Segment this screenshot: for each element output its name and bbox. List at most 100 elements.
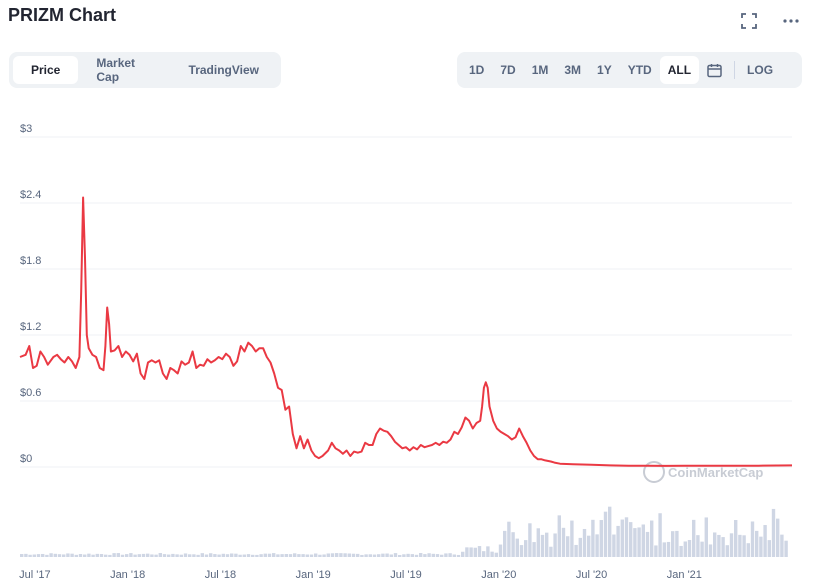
volume-bar xyxy=(582,528,587,557)
x-tick-label: Jul '19 xyxy=(390,569,421,581)
volume-bar xyxy=(246,554,251,557)
volume-bar xyxy=(511,532,515,557)
volume-bar xyxy=(141,553,146,557)
volume-bar xyxy=(721,537,725,557)
volume-bar xyxy=(696,535,700,557)
volume-bar xyxy=(305,554,309,557)
x-axis: Jul '17 Jan '18 Jul '18 Jan '19 Jul '19 Jan '… xyxy=(19,569,702,581)
volume-bar xyxy=(255,554,259,557)
volume-bar xyxy=(120,554,125,557)
volume-bar xyxy=(389,554,393,557)
x-tick-label: Jan '18 xyxy=(110,569,145,581)
expand-icon[interactable] xyxy=(738,10,760,32)
volume-bar xyxy=(276,554,280,557)
volume-bar xyxy=(431,553,435,557)
range-ytd[interactable]: YTD xyxy=(627,63,652,77)
calendar-icon[interactable] xyxy=(699,56,730,84)
x-tick-label: Jan '20 xyxy=(481,569,516,581)
volume-bar xyxy=(536,528,540,557)
volume-bar xyxy=(133,554,137,557)
volume-bar xyxy=(398,554,402,557)
volume-bar xyxy=(591,519,595,557)
page-title: PRIZM Chart xyxy=(8,5,116,25)
volume-bar xyxy=(528,523,532,557)
tab-tradingview[interactable]: TradingView xyxy=(188,63,259,77)
range-all[interactable]: ALL xyxy=(659,56,700,84)
log-toggle-button[interactable]: LOG xyxy=(747,63,774,77)
volume-bar xyxy=(469,547,473,557)
tab-price[interactable]: Price xyxy=(13,56,79,84)
volume-bar xyxy=(234,553,238,557)
volume-bar xyxy=(532,542,536,557)
volume-bar xyxy=(645,531,650,557)
volume-bar xyxy=(578,537,582,557)
volume-bar xyxy=(599,520,603,557)
volume-bar xyxy=(104,554,108,557)
volume-bar xyxy=(566,536,570,557)
volume-bar xyxy=(608,506,612,557)
volume-bar xyxy=(393,553,398,557)
volume-bar xyxy=(154,554,158,557)
watermark-text: CoinMarketCap xyxy=(668,465,763,480)
volume-bar xyxy=(780,534,784,557)
volume-bar xyxy=(293,553,297,557)
volume-bar xyxy=(32,554,36,557)
volume-bar xyxy=(36,554,41,557)
range-3m[interactable]: 3M xyxy=(564,63,582,77)
volume-bar xyxy=(70,553,74,557)
volume-bar xyxy=(230,553,234,557)
volume-bar xyxy=(435,554,440,557)
volume-bar xyxy=(45,554,49,557)
volume-bar xyxy=(74,554,78,557)
volume-bar xyxy=(24,553,28,557)
volume-bar xyxy=(440,554,444,557)
volume-bar xyxy=(494,552,498,557)
volume-bar xyxy=(595,534,599,557)
volume-bar xyxy=(188,554,192,557)
volume-bar xyxy=(465,547,469,557)
volume-bar xyxy=(679,545,683,557)
volume-bar xyxy=(62,554,66,557)
volume-bar xyxy=(666,541,671,557)
volume-bar xyxy=(738,534,742,557)
volume-bar xyxy=(225,554,230,557)
y-tick-label: $2.4 xyxy=(20,189,41,201)
volume-bar xyxy=(335,553,339,557)
volume-bar xyxy=(692,519,696,557)
volume-bar xyxy=(99,554,104,557)
coinmarketcap-logo-icon xyxy=(643,461,665,483)
range-7d[interactable]: 7D xyxy=(500,63,516,77)
volume-bar xyxy=(557,515,561,557)
volume-bar xyxy=(574,544,578,557)
volume-bar xyxy=(448,553,452,557)
volume-bar xyxy=(87,553,91,557)
volume-bar xyxy=(238,554,242,557)
volume-bar xyxy=(750,521,755,557)
divider xyxy=(734,61,736,79)
volume-bar xyxy=(162,554,167,557)
range-1d[interactable]: 1D xyxy=(469,63,485,77)
volume-bar xyxy=(288,554,293,557)
volume-bar xyxy=(196,554,200,557)
volume-bar xyxy=(78,554,83,557)
volume-bar xyxy=(20,554,24,557)
volume-bar xyxy=(251,554,255,557)
range-1m[interactable]: 1M xyxy=(531,63,549,77)
volume-bar xyxy=(183,553,188,557)
volume-bar xyxy=(713,532,717,557)
volume-bar xyxy=(603,511,608,557)
volume-bar xyxy=(708,544,713,557)
volume-bar xyxy=(108,554,112,557)
range-1y[interactable]: 1Y xyxy=(597,63,612,77)
volume-bar xyxy=(717,534,721,557)
volume-bar xyxy=(339,553,343,557)
volume-bar xyxy=(444,553,448,557)
tab-market-cap[interactable]: Market Cap xyxy=(96,56,136,84)
volume-bar xyxy=(612,534,616,557)
volume-bar xyxy=(309,554,314,557)
volume-bar xyxy=(662,542,666,557)
volume-bar xyxy=(280,554,284,557)
more-horizontal-icon[interactable] xyxy=(780,10,802,32)
volume-bar xyxy=(83,554,87,557)
chart-type-tabs: Price Market Cap TradingView xyxy=(9,52,281,88)
